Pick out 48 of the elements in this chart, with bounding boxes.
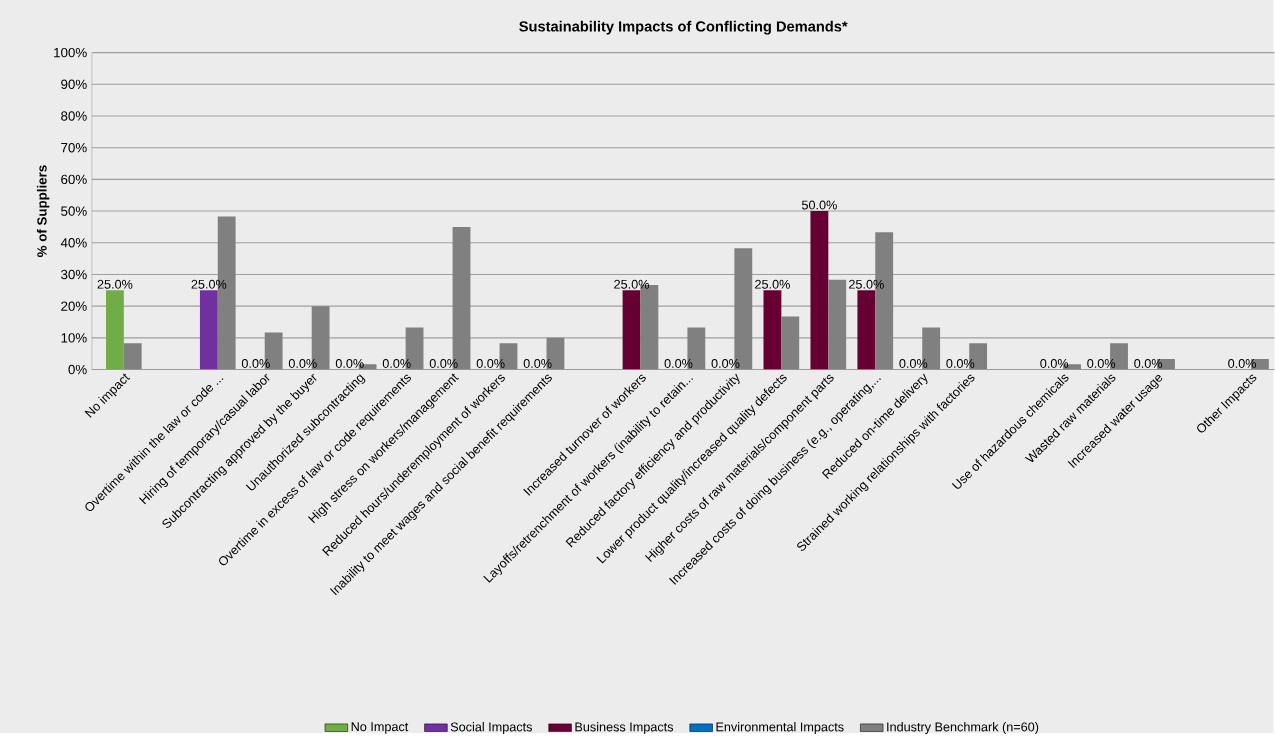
data-label: 25.0% xyxy=(755,279,790,289)
bar xyxy=(622,290,641,370)
y-axis-title: % of Suppliers xyxy=(36,165,50,258)
data-label: 25.0% xyxy=(191,279,227,289)
legend-label: Industry Benchmark (n=60) xyxy=(887,722,1039,735)
y-tick-label: 20% xyxy=(61,301,87,312)
bar xyxy=(105,290,124,370)
bar xyxy=(857,290,876,370)
data-label: 0.0% xyxy=(335,359,364,369)
y-tick-label: 80% xyxy=(61,111,87,121)
y-tick-label: 40% xyxy=(60,238,87,248)
bar xyxy=(810,211,829,370)
y-tick-label: 10% xyxy=(61,333,87,343)
data-label: 0.0% xyxy=(241,359,270,369)
y-tick-label: 30% xyxy=(61,269,87,280)
y-tick-label: 70% xyxy=(61,143,87,153)
y-tick-label: 0% xyxy=(68,365,87,375)
legend-label: Business Impacts xyxy=(575,722,674,735)
data-label: 0.0% xyxy=(523,359,552,369)
data-label: 0.0% xyxy=(476,359,505,369)
data-label: 0.0% xyxy=(1087,359,1116,369)
bar xyxy=(781,316,800,370)
data-label: 0.0% xyxy=(1040,359,1069,369)
data-label: 25.0% xyxy=(849,279,884,289)
data-label: 0.0% xyxy=(899,359,928,369)
data-label: 0.0% xyxy=(1228,359,1257,369)
bar xyxy=(828,280,847,370)
data-label: 0.0% xyxy=(946,359,975,369)
y-tick-label: 100% xyxy=(54,48,87,58)
legend-label: Environmental Impacts xyxy=(716,722,844,735)
y-tick-label: 50% xyxy=(61,206,87,216)
data-label: 0.0% xyxy=(288,359,317,369)
legend-label: No Impact xyxy=(351,722,409,734)
y-tick-label: 90% xyxy=(61,79,87,90)
data-label: 0.0% xyxy=(382,359,411,369)
legend-label: Social Impacts xyxy=(450,722,533,735)
data-label: 25.0% xyxy=(614,279,650,289)
bar xyxy=(763,290,782,370)
bar xyxy=(123,343,142,370)
chart-title: Sustainability Impacts of Conflicting Demands* xyxy=(519,21,848,35)
data-label: 25.0% xyxy=(97,279,133,289)
y-tick-label: 60% xyxy=(61,174,87,185)
data-label: 0.0% xyxy=(1134,359,1163,369)
data-label: 0.0% xyxy=(711,359,740,369)
data-label: 0.0% xyxy=(664,359,693,369)
data-label: 50.0% xyxy=(801,200,837,210)
data-label: 0.0% xyxy=(429,359,458,369)
bar xyxy=(199,290,218,370)
